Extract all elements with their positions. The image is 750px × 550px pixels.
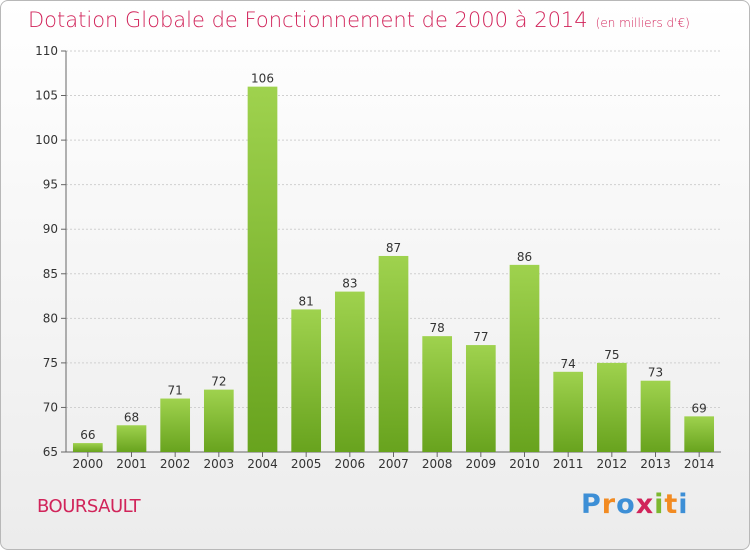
x-tick-label: 2014 [684, 457, 715, 471]
bar [684, 416, 715, 452]
bar-value-label: 68 [124, 410, 139, 424]
x-tick-label: 2001 [116, 457, 147, 471]
logo-letter: i [654, 489, 665, 520]
logo-letter: o [616, 489, 636, 520]
y-tick-label: 90 [43, 222, 58, 236]
x-tick-label: 2007 [378, 457, 409, 471]
bar [378, 255, 409, 452]
x-tick-label: 2006 [335, 457, 366, 471]
title-text: Dotation Globale de Fonctionnement de 20… [28, 8, 588, 32]
bar-value-label: 74 [561, 357, 576, 371]
bar-value-label: 73 [648, 366, 663, 380]
bar-value-label: 81 [299, 294, 314, 308]
y-tick-label: 80 [43, 311, 58, 325]
bar-value-label: 71 [168, 384, 183, 398]
bar-value-label: 77 [473, 330, 488, 344]
bar [553, 371, 584, 452]
bar [291, 309, 322, 452]
y-tick-label: 70 [43, 400, 58, 414]
unit-text: (en milliers d'€) [595, 16, 690, 30]
bar [422, 336, 453, 452]
bar [465, 345, 496, 452]
bar [116, 425, 147, 452]
y-tick-label: 65 [43, 445, 58, 459]
logo-letter: P [581, 489, 602, 520]
bar [596, 362, 627, 452]
bar-value-label: 72 [211, 375, 226, 389]
bar-value-label: 66 [80, 428, 95, 442]
bar-value-label: 86 [517, 250, 532, 264]
bar [509, 264, 540, 452]
y-tick-label: 110 [35, 44, 58, 58]
bar-value-label: 75 [604, 348, 619, 362]
y-tick-label: 95 [43, 178, 58, 192]
bar-value-label: 106 [251, 72, 274, 86]
logo-letter: t [664, 489, 679, 520]
logo-letter: r [601, 489, 617, 520]
bar-value-label: 83 [342, 277, 357, 291]
logo-letter: i [678, 489, 689, 520]
x-tick-label: 2009 [466, 457, 497, 471]
bar-value-label: 87 [386, 241, 401, 255]
x-tick-label: 2011 [553, 457, 584, 471]
x-tick-label: 2013 [640, 457, 671, 471]
x-tick-label: 2000 [73, 457, 104, 471]
y-tick-label: 105 [35, 89, 58, 103]
bar [247, 86, 278, 453]
bar [160, 398, 191, 452]
x-tick-label: 2002 [160, 457, 191, 471]
commune-name: BOURSAULT [37, 496, 141, 517]
y-tick-label: 75 [43, 356, 58, 370]
bar [334, 291, 365, 452]
x-tick-label: 2004 [247, 457, 278, 471]
bar-value-label: 78 [430, 321, 445, 335]
x-tick-label: 2003 [204, 457, 235, 471]
y-tick-label: 85 [43, 267, 58, 281]
bar [640, 380, 671, 452]
chart-title: Dotation Globale de Fonctionnement de 20… [28, 8, 690, 32]
x-tick-label: 2005 [291, 457, 322, 471]
y-tick-label: 100 [35, 133, 58, 147]
x-tick-label: 2012 [597, 457, 628, 471]
x-tick-label: 2008 [422, 457, 453, 471]
bar [203, 389, 234, 452]
bar [72, 443, 103, 452]
bar-value-label: 69 [692, 401, 707, 415]
x-tick-label: 2010 [509, 457, 540, 471]
logo-letter: x [635, 489, 655, 520]
proxiti-logo: Proxiti [581, 489, 689, 520]
